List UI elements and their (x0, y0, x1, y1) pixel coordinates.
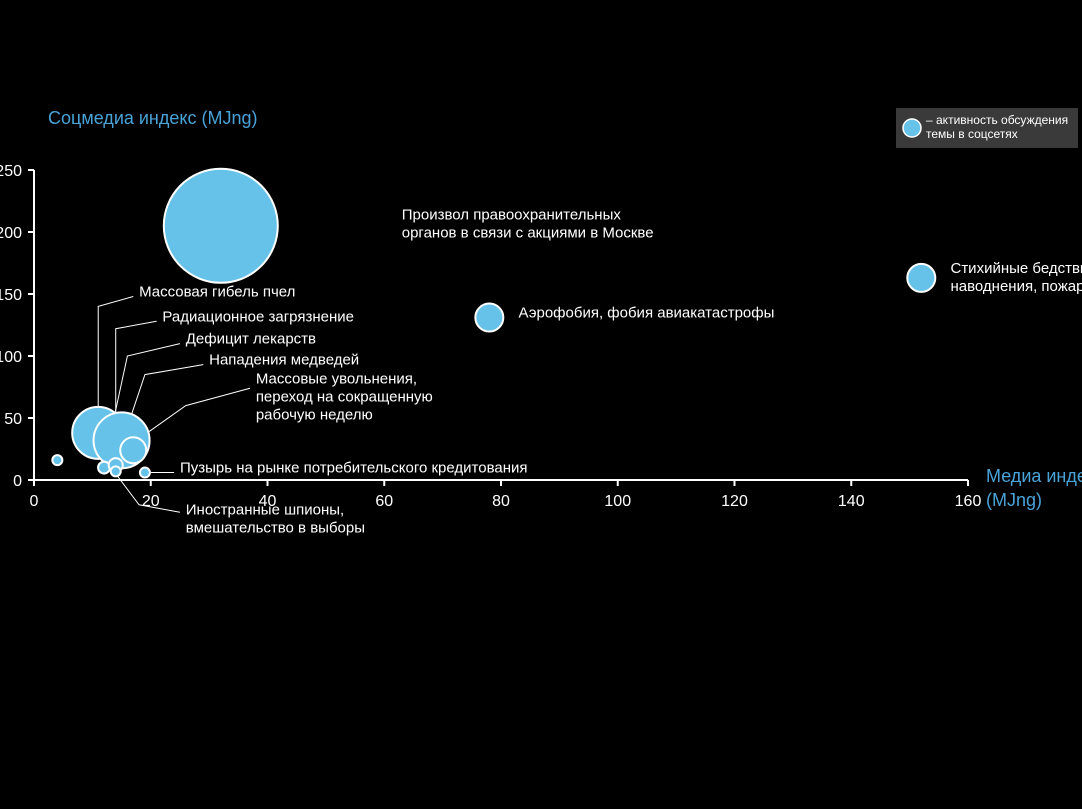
legend-text: – активность обсуждения (926, 113, 1068, 127)
bubble-label-layoffs: Массовые увольнения, (256, 370, 417, 387)
bubble-label-natural_disasters: Стихийные бедствия – (950, 260, 1082, 277)
bubble-label-law_enforcement: органов в связи с акциями в Москве (402, 225, 654, 242)
bubble-label-bear_attacks: Нападения медведей (209, 352, 359, 369)
bubble-credit_bubble (140, 468, 150, 478)
y-axis-title: Соцмедиа индекс (MJng) (48, 108, 257, 128)
bubble-label-law_enforcement: Произвол правоохранительных (402, 207, 622, 224)
bubble-label-natural_disasters: наводнения, пожары (950, 278, 1082, 295)
x-tick-label: 140 (838, 493, 865, 510)
x-axis-title-unit: (MJng) (986, 490, 1042, 510)
bubble-chart: Соцмедиа индекс (MJng) 0 50 100 150 200 250 0 20… (0, 0, 1082, 809)
bubble-law_enforcement (164, 169, 278, 283)
bubble-layoffs (120, 437, 146, 463)
bubble-label-layoffs: рабочую неделю (256, 406, 373, 423)
y-tick-label: 200 (0, 225, 22, 242)
bubble-label-credit_bubble: Пузырь на рынке потребительского кредито… (180, 460, 528, 477)
x-tick-label: 80 (492, 493, 510, 510)
y-tick-label: 0 (13, 473, 22, 490)
bubble-label-layoffs: переход на сокращенную (256, 388, 433, 405)
x-tick-label: 20 (142, 493, 160, 510)
legend-marker-icon (903, 119, 921, 137)
y-tick-label: 150 (0, 287, 22, 304)
bubble-label-aerophobia: Аэрофобия, фобия авиакатастрофы (519, 305, 775, 322)
bubble-label-foreign_spies: вмешательство в выборы (186, 520, 365, 537)
x-tick-label: 160 (955, 493, 982, 510)
bubble-label-bees: Массовая гибель пчел (139, 283, 295, 300)
bubble-label-medicine_deficit: Дефицит лекарств (186, 331, 316, 348)
x-tick-label: 100 (604, 493, 631, 510)
x-tick-label: 60 (375, 493, 393, 510)
bubble-foreign_spies (111, 466, 121, 476)
bubble-aerophobia (475, 304, 503, 332)
x-tick-label: 0 (30, 493, 39, 510)
bubble-label-radiation: Радиационное загрязнение (162, 308, 354, 325)
bubble-tiny_left (52, 455, 62, 465)
y-tick-label: 100 (0, 349, 22, 366)
y-tick-label: 50 (4, 411, 22, 428)
legend-text: темы в соцсетях (926, 127, 1018, 141)
x-axis-title: Медиа индекс (986, 466, 1082, 486)
bubble-natural_disasters (907, 264, 935, 292)
x-tick-label: 120 (721, 493, 748, 510)
y-tick-label: 250 (0, 163, 22, 180)
bubble-label-foreign_spies: Иностранные шпионы, (186, 502, 344, 519)
